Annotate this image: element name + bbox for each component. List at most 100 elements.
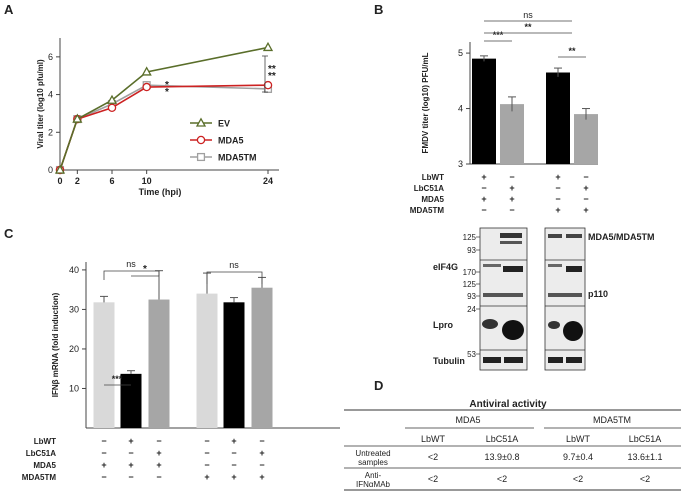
table-r2-c4: <2 (640, 474, 650, 484)
blot-band-tub-r2 (566, 357, 582, 363)
a-x-tick-label-3: 10 (142, 176, 152, 186)
blot-band-eif4g-r2 (566, 266, 582, 272)
a-point-ev-4 (262, 41, 274, 52)
b-y-ticks: 3 4 5 (458, 48, 470, 169)
b-row-2-mark-1: + (509, 194, 514, 204)
b-row-label-2: MDA5 (421, 195, 444, 204)
c-row-3-mark-4: + (231, 472, 236, 482)
table-r2-c2: <2 (497, 474, 507, 484)
table-row2-label-2: IFNαMAb (356, 480, 391, 489)
c-row-0-mark-0: − (101, 436, 106, 446)
a-legend-marker-mda5 (196, 135, 206, 145)
c-row-3-mark-5: + (259, 472, 264, 482)
b-sig-2: ** (568, 46, 576, 56)
b-sig-1: *** (493, 30, 504, 40)
table-r1-c3: 9.7±0.4 (563, 452, 593, 462)
a-t24-red-sig: ** (268, 71, 276, 82)
a-x-tick-label-0: 0 (57, 176, 62, 186)
c-row-1-mark-0: − (101, 448, 106, 458)
blot-band-lpro-l1 (482, 319, 498, 329)
c-sig-2: * (143, 264, 147, 275)
blot-label-lpro: Lpro (433, 320, 453, 330)
blot-band-eif4g-r1 (548, 264, 562, 267)
b-y-tick-label-0: 3 (458, 159, 463, 169)
c-y-tick-label-2: 30 (69, 304, 79, 314)
b-bar-1 (500, 104, 524, 164)
a-t24-gray-sig: ** (268, 64, 276, 75)
c-bars (93, 270, 273, 428)
c-row-1-mark-5: + (259, 448, 264, 458)
table-r1-c2: 13.9±0.8 (485, 452, 520, 462)
c-y-tick-label-3: 40 (69, 265, 79, 275)
b-row-label-0: LbWT (422, 173, 444, 182)
a-point-ev-2 (106, 94, 118, 104)
b-condition-rows: LbWT + − + −LbC51A − + − +MDA5 + + − −MDA5TM − − + + (410, 172, 589, 215)
a-legend-marker-mda5tm (196, 152, 206, 162)
blot-label-tubulin: Tubulin (433, 356, 465, 366)
table-r2-c1: <2 (428, 474, 438, 484)
c-condition-rows: LbWT − + − − + − LbC51A − − + − − + MDA5 + + + − − − MDA5TM − −… (22, 436, 265, 482)
c-row-0-mark-1: + (128, 436, 133, 446)
c-bar-0 (93, 302, 115, 428)
a-legend: EV MDA5 MDA5TM (190, 117, 257, 163)
table-r1-c1: <2 (428, 452, 438, 462)
a-t10-red-sig: * (165, 87, 169, 98)
c-bar-3 (196, 293, 218, 428)
blot-band-lpro-r1 (548, 321, 560, 329)
b-sig-4: ns (523, 10, 533, 20)
b-bar-3 (574, 114, 598, 164)
mw-170: 170 (463, 268, 477, 277)
table-row2-label-1: Anti- (365, 471, 382, 480)
c-row-2-mark-1: + (128, 460, 133, 470)
panel-c-label: C (4, 226, 14, 241)
c-y-tick-label-0: 10 (69, 383, 79, 393)
b-row-3-mark-0: − (481, 205, 486, 215)
a-point-ev-3 (141, 66, 152, 76)
a-legend-marker-ev (195, 117, 207, 127)
c-row-0-mark-3: − (204, 436, 209, 446)
b-row-3-mark-2: + (555, 205, 560, 215)
c-row-1-mark-3: − (204, 448, 209, 458)
a-x-tick-label-2: 6 (109, 176, 114, 186)
b-y-tick-label-2: 5 (458, 48, 463, 58)
c-bar-1 (120, 373, 142, 428)
c-row-1-mark-2: + (156, 448, 161, 458)
a-point-ev-0 (54, 164, 66, 174)
c-y-label: IFNβ mRNA (fold induction) (51, 292, 60, 397)
c-row-3-mark-0: − (101, 472, 106, 482)
b-row-1-mark-1: + (509, 183, 514, 193)
blot-band-lpro-r2 (563, 321, 583, 341)
a-series-group (54, 41, 274, 175)
c-row-2-mark-3: − (204, 460, 209, 470)
a-y-label: Viral titer (log10 pfu/ml) (36, 59, 45, 149)
panel-d-label: D (374, 378, 383, 393)
a-legend-label-mda5tm: MDA5TM (218, 153, 257, 163)
c-y-tick-label-1: 20 (69, 344, 79, 354)
a-x-tick-label-4: 24 (263, 176, 273, 186)
blot-right-frame (544, 227, 586, 371)
mw-93-b: 93 (467, 292, 476, 301)
a-y-ticks: 0 2 4 6 (48, 52, 60, 175)
c-bracket-4 (206, 271, 263, 284)
c-row-3-mark-3: + (204, 472, 209, 482)
blot-band-tub-r1 (548, 357, 563, 363)
a-legend-label-ev: EV (218, 119, 230, 129)
c-y-ticks: 10 20 30 40 (69, 265, 86, 393)
blot-band-mda5-l1 (500, 233, 522, 238)
a-y-tick-label-3: 6 (48, 52, 53, 62)
mw-93-a: 93 (467, 246, 476, 255)
blot-band-mda5-r1 (548, 234, 562, 238)
b-row-3-mark-3: + (583, 205, 588, 215)
c-row-label-2: MDA5 (33, 461, 56, 470)
table-title: Antiviral activity (469, 399, 547, 410)
b-row-0-mark-3: − (583, 172, 588, 182)
blot-band-lpro-l2 (502, 320, 524, 340)
c-sig-3: ns (126, 259, 136, 269)
c-row-2-mark-2: + (156, 460, 161, 470)
a-point-mda5-3 (142, 82, 151, 92)
b-row-3-mark-1: − (509, 205, 514, 215)
c-row-2-mark-5: − (259, 460, 264, 470)
western-blot: 125 93 170 125 93 24 53 MDA5/MDA5TM eIF4… (433, 227, 655, 371)
